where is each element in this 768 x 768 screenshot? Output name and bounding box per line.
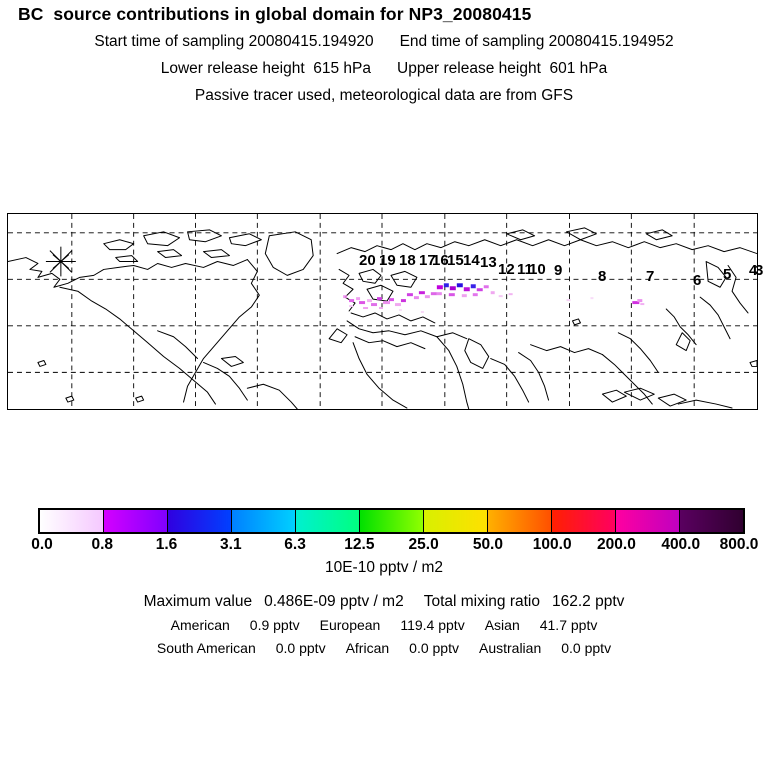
tracer-note: Passive tracer used, meteorological data… [194, 87, 574, 104]
colorbar-band-8 [552, 510, 616, 532]
colorbar-container [38, 508, 745, 534]
region-name: European [319, 617, 381, 633]
upper-release-height-label: Upper release height 601 hPa [397, 60, 608, 77]
trajectory-day-label-15: 15 [447, 252, 464, 269]
region-name: Asian [484, 617, 520, 633]
start-time-label: Start time of sampling 20080415.194920 [94, 33, 374, 50]
colorbar-band-0 [40, 510, 104, 532]
region-contributions-row-1: American 0.9 pptv European 119.4 pptv Asian 4… [0, 617, 768, 633]
trajectory-day-label-11: 11 [517, 261, 533, 278]
trajectory-day-label-10: 10 [529, 261, 546, 278]
total-mixing-ratio-value: 162.2 pptv [552, 593, 625, 610]
colorbar-band-4 [296, 510, 360, 532]
coastlines [8, 227, 757, 409]
colorbar-tick-100-0: 100.0 [532, 536, 572, 553]
colorbar-tick-800-0: 800.0 [719, 536, 759, 553]
trajectory-day-label-19: 19 [379, 252, 396, 269]
region-contributions-row-2: South American 0.0 pptv African 0.0 pptv Aus… [0, 640, 768, 656]
colorbar-tick-6-3: 6.3 [284, 536, 306, 553]
colorbar-tick-1-6: 1.6 [155, 536, 178, 553]
colorbar-tick-50-0: 50.0 [472, 536, 503, 553]
region-value: 0.0 pptv [561, 640, 612, 656]
release-height-line: Lower release height 615 hPa Upper releas… [0, 60, 768, 78]
tracer-plume [343, 283, 645, 313]
region-value: 0.0 pptv [409, 640, 459, 656]
colorbar-band-10 [680, 510, 743, 532]
maximum-value-label: Maximum value [143, 593, 253, 610]
trajectory-day-label-8: 8 [598, 268, 607, 285]
trajectory-day-label-5: 5 [723, 266, 732, 283]
colorbar-tick-200-0: 200.0 [597, 536, 636, 553]
region-name: African [345, 640, 390, 656]
colorbar-tick-12-5: 12.5 [344, 536, 375, 553]
colorbar-tick-0-0: 0.0 [31, 536, 53, 553]
region-value: 0.0 pptv [275, 640, 326, 656]
global-map-panel: 20 19 18 17 16 15 14 13 12 11 10 9 8 7 6 5 4 3 [7, 213, 763, 410]
trajectory-day-label-18: 18 [399, 252, 416, 269]
colorbar-tick-25-0: 25.0 [408, 536, 439, 553]
colorbar-unit-label: 10E-10 pptv / m2 [324, 559, 444, 576]
maximum-value: 0.486E-09 pptv / m2 [264, 593, 404, 610]
region-value: 0.9 pptv [249, 617, 300, 633]
colorbar-band-9 [616, 510, 680, 532]
colorbar-tick-3-1: 3.1 [220, 536, 242, 553]
colorbar-band-3 [232, 510, 296, 532]
region-value: 119.4 pptv [400, 617, 465, 633]
total-mixing-ratio-label: Total mixing ratio [423, 593, 540, 610]
colorbar-band-5 [360, 510, 424, 532]
region-name: American [170, 617, 230, 633]
trajectory-day-label-20: 20 [359, 252, 376, 269]
trajectory-day-label-12: 12 [498, 261, 515, 278]
trajectory-day-label-13: 13 [480, 254, 497, 271]
colorbar-tick-400-0: 400.0 [661, 536, 701, 553]
region-name: Australian [478, 640, 542, 656]
region-name: South American [156, 640, 256, 656]
trajectory-day-label-3: 3 [755, 262, 764, 279]
trajectory-day-label-7: 7 [646, 268, 655, 285]
region-value: 41.7 pptv [539, 617, 598, 633]
world-map-svg [8, 214, 757, 409]
colorbar-tick-labels: 0.0 0.8 1.6 3.1 6.3 12.5 25.0 50.0 100.0 200.0 400… [0, 536, 768, 556]
colorbar-band-2 [168, 510, 232, 532]
lower-release-height-label: Lower release height 615 hPa [160, 60, 371, 77]
trajectory-day-label-9: 9 [554, 262, 563, 279]
colorbar-band-6 [424, 510, 488, 532]
end-time-label: End time of sampling 20080415.194952 [399, 33, 674, 50]
sampling-time-line: Start time of sampling 20080415.194920 En… [0, 33, 768, 51]
colorbar-band-1 [104, 510, 168, 532]
colorbar [38, 508, 745, 534]
trajectory-day-label-16: 16 [432, 252, 449, 269]
colorbar-tick-0-8: 0.8 [91, 536, 114, 553]
trajectory-day-label-4: 4 [749, 262, 758, 279]
colorbar-band-7 [488, 510, 552, 532]
graticule-gridlines [8, 214, 757, 409]
star-marker [45, 246, 76, 277]
trajectory-day-label-17: 17 [419, 252, 436, 269]
maximum-value-line: Maximum value 0.486E-09 pptv / m2 Total mi… [0, 593, 768, 611]
trajectory-day-label-14: 14 [463, 252, 480, 269]
page-title: BC source contributions in global domain… [18, 4, 532, 24]
trajectory-day-label-6: 6 [693, 272, 702, 289]
